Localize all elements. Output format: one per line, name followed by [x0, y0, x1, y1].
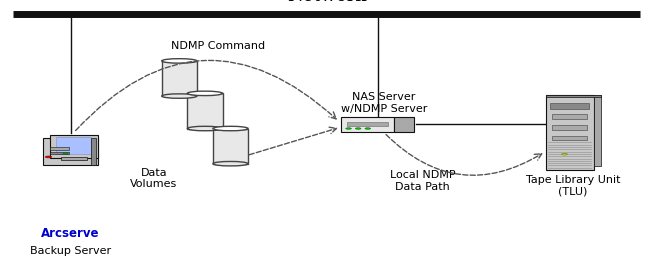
Ellipse shape: [45, 156, 52, 158]
Ellipse shape: [365, 128, 371, 129]
Text: Backup Server: Backup Server: [30, 246, 111, 256]
Text: Local NDMP
Data Path: Local NDMP Data Path: [390, 171, 455, 192]
Bar: [50, 135, 98, 158]
Bar: [347, 122, 388, 126]
Text: Tape Library Unit
(TLU): Tape Library Unit (TLU): [526, 174, 620, 196]
Bar: [394, 117, 415, 132]
FancyArrowPatch shape: [249, 127, 336, 155]
Bar: [552, 125, 587, 130]
Bar: [43, 138, 98, 165]
Bar: [50, 147, 69, 150]
Ellipse shape: [162, 59, 197, 63]
Bar: [63, 153, 68, 154]
Bar: [552, 114, 587, 119]
Ellipse shape: [213, 161, 248, 166]
Ellipse shape: [187, 91, 223, 95]
Text: Arcserve: Arcserve: [41, 227, 100, 240]
Text: Data
Volumes: Data Volumes: [130, 168, 178, 189]
Ellipse shape: [355, 128, 361, 129]
Bar: [91, 138, 97, 165]
FancyArrowPatch shape: [386, 135, 541, 175]
Bar: [546, 95, 601, 97]
Bar: [550, 103, 589, 108]
Text: NDMP Command: NDMP Command: [170, 41, 264, 51]
Bar: [341, 117, 394, 132]
Ellipse shape: [562, 153, 567, 155]
Bar: [213, 129, 248, 164]
Bar: [187, 93, 223, 129]
Bar: [552, 136, 587, 140]
Bar: [162, 61, 197, 96]
FancyArrowPatch shape: [76, 60, 336, 131]
Text: Network: Network: [287, 0, 366, 6]
Bar: [50, 152, 69, 154]
Bar: [56, 137, 91, 154]
Bar: [594, 95, 601, 166]
Bar: [546, 95, 594, 171]
Ellipse shape: [213, 126, 248, 131]
Text: NAS Server
w/NDMP Server: NAS Server w/NDMP Server: [341, 92, 427, 114]
Bar: [61, 157, 86, 160]
Ellipse shape: [345, 128, 351, 129]
Ellipse shape: [162, 94, 197, 98]
Ellipse shape: [187, 126, 223, 131]
